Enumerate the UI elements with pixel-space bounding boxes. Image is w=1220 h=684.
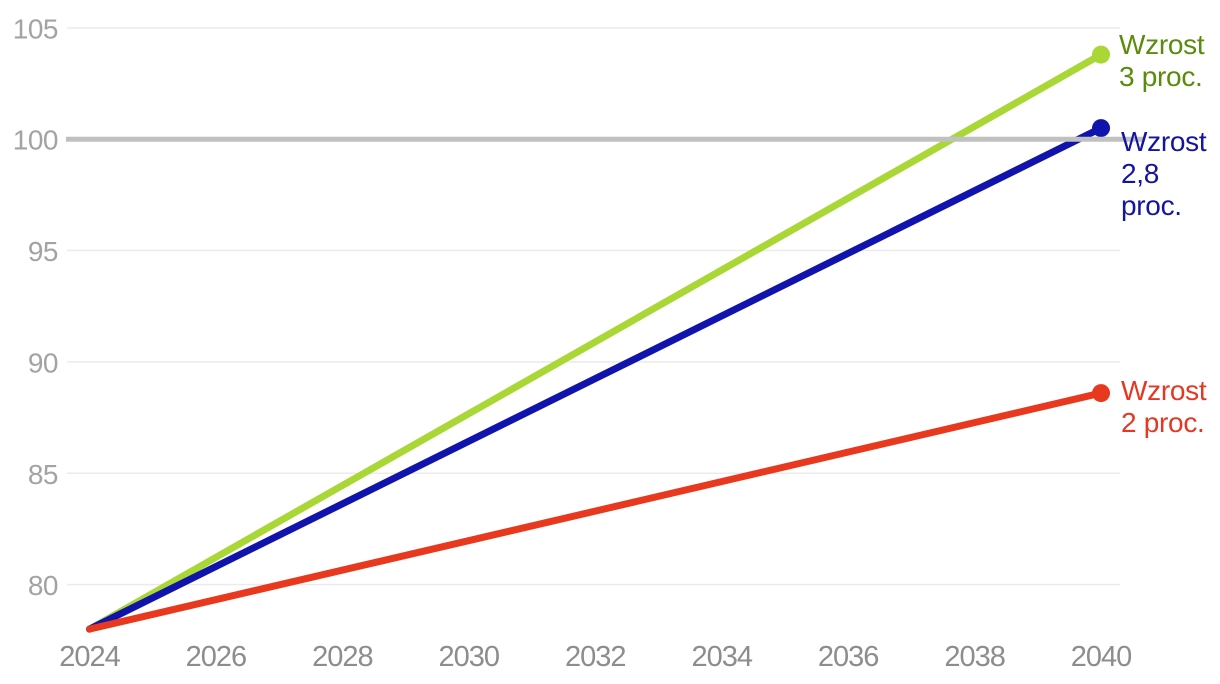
x-axis-tick-label: 2034: [691, 641, 752, 673]
series-label-line: 3 proc.: [1119, 61, 1203, 92]
series-label-wzrost-3-proc: Wzrost 3 proc.: [1119, 29, 1220, 93]
y-axis-tick-label: 105: [13, 13, 58, 44]
series-label-line: 2,8: [1121, 158, 1160, 189]
x-axis-tick-label: 2026: [186, 641, 247, 673]
series-line-2: [86, 389, 1105, 633]
series-label-line: 2 proc.: [1121, 407, 1205, 438]
series-endpoint-0: [1092, 45, 1111, 64]
y-axis-tick-label: 90: [28, 347, 58, 378]
x-axis-tick-label: 2038: [944, 641, 1005, 673]
x-axis-tick-label: 2040: [1071, 641, 1132, 673]
y-axis-tick-label: 95: [28, 236, 58, 267]
y-axis-tick-label: 80: [28, 570, 58, 601]
series-line-1: [86, 124, 1105, 633]
series-label-line: proc.: [1121, 190, 1182, 221]
series-label-line: Wzrost: [1121, 375, 1207, 406]
series-endpoint-1: [1092, 119, 1111, 138]
x-axis-tick-label: 2024: [59, 641, 120, 673]
y-axis-tick-label: 100: [13, 125, 58, 156]
series-label-wzrost-2-proc: Wzrost 2 proc.: [1121, 375, 1220, 439]
x-axis-tick-label: 2032: [565, 641, 626, 673]
y-axis-tick-label: 85: [28, 459, 58, 490]
x-axis-tick-label: 2028: [312, 641, 373, 673]
series-line-0: [86, 51, 1105, 633]
series-label-line: Wzrost: [1119, 29, 1205, 60]
series-label-line: Wzrost: [1121, 126, 1207, 157]
x-axis-tick-label: 2036: [818, 641, 879, 673]
x-axis-tick-label: 2030: [439, 641, 500, 673]
series-endpoint-2: [1092, 384, 1111, 403]
series-label-wzrost-2-8-proc: Wzrost 2,8 proc.: [1121, 126, 1220, 222]
